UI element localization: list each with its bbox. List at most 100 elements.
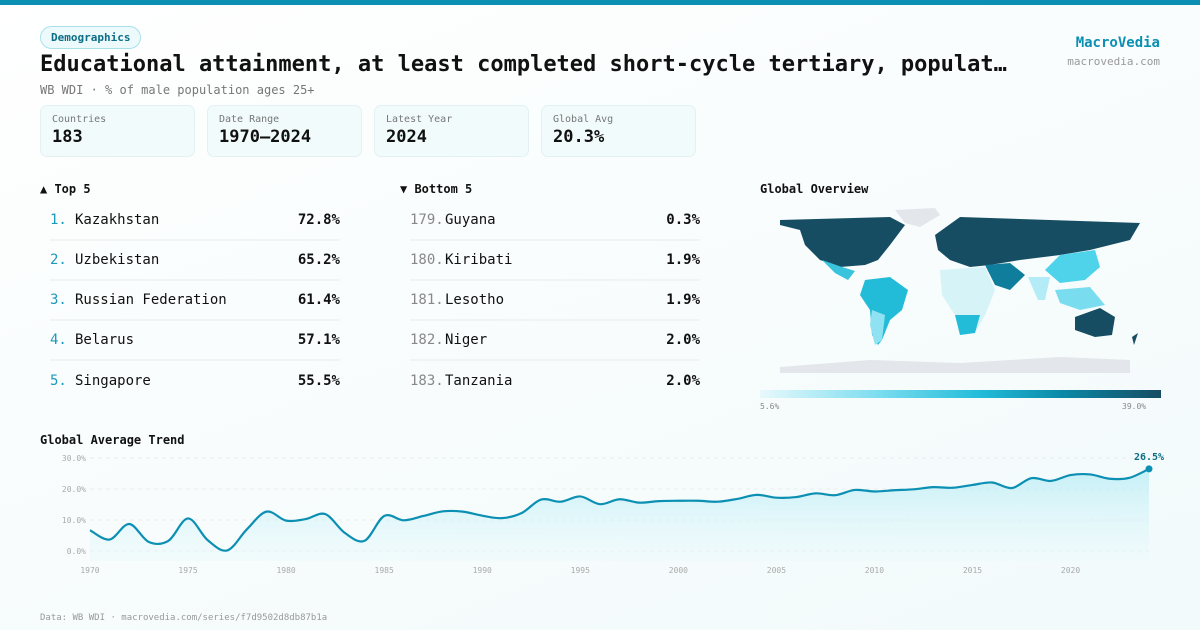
rank: 182. [410,332,444,348]
x-tick-label: 2000 [669,566,688,575]
x-tick-label: 2020 [1061,566,1080,575]
x-tick-label: 1985 [375,566,394,575]
list-item[interactable]: 183. Tanzania 2.0% [410,361,700,401]
india [1028,277,1050,300]
stat-value: 20.3% [553,127,605,147]
country-value: 2.0% [666,373,700,389]
rank: 179. [410,212,444,228]
stat-label: Global Avg [553,114,614,125]
middle-east [985,263,1025,290]
x-tick-label: 2005 [767,566,786,575]
argentina [870,310,885,345]
rank: 180. [410,252,444,268]
legend-min: 5.6% [760,402,780,411]
africa [940,267,995,335]
x-tick-label: 1975 [178,566,197,575]
x-tick-label: 1970 [80,566,99,575]
stat-value: 2024 [386,127,427,147]
country-value: 1.9% [666,252,700,268]
y-tick-label: 30.0% [62,454,86,463]
list-item[interactable]: 3. Russian Federation 61.4% [50,281,340,321]
china [1045,250,1100,283]
country-value: 2.0% [666,332,700,348]
north-america [780,217,905,267]
stat-label: Date Range [219,114,280,125]
australia [1075,308,1115,337]
rank: 181. [410,292,444,308]
list-item[interactable]: 5. Singapore 55.5% [50,361,340,401]
rank: 1. [50,212,67,228]
stat-label: Countries [52,114,107,125]
data-point [1145,465,1153,473]
southern-africa [955,315,980,335]
x-tick-label: 2015 [963,566,982,575]
list-item[interactable]: 181. Lesotho 1.9% [410,281,700,321]
stat-value: 1970–2024 [219,127,312,147]
rank: 4. [50,332,67,348]
brand-url[interactable]: macrovedia.com [1067,55,1160,68]
antarctica [780,357,1130,373]
country-name: Guyana [445,212,496,228]
country-value: 57.1% [297,332,340,348]
mexico [822,260,855,280]
bottom5-heading: ▼ Bottom 5 [400,182,473,196]
top5-heading: ▲ Top 5 [40,182,91,196]
x-tick-label: 1995 [571,566,590,575]
brand: MacroVedia macrovedia.com [1067,35,1160,68]
category-tag[interactable]: Demographics [40,26,142,49]
stat-card-global-avg: Global Avg 20.3% [541,105,696,157]
rank: 183. [410,373,444,389]
list-item[interactable]: 4. Belarus 57.1% [50,321,340,361]
south-america [860,277,908,345]
new-zealand [1132,333,1138,345]
country-value: 72.8% [297,212,340,228]
footer-source: Data: WB WDI · macrovedia.com/series/f7d… [40,613,328,623]
page-subtitle: WB WDI · % of male population ages 25+ [40,83,315,97]
stat-card-countries: Countries 183 [40,105,195,157]
rank: 3. [50,292,67,308]
map-color-legend [760,390,1161,398]
list-item[interactable]: 179. Guyana 0.3% [410,201,700,241]
stat-value: 183 [52,127,83,147]
country-value: 65.2% [297,252,340,268]
country-value: 1.9% [666,292,700,308]
country-value: 0.3% [666,212,700,228]
map-heading: Global Overview [760,182,869,196]
x-tick-label: 2010 [865,566,884,575]
country-value: 61.4% [297,292,340,308]
y-tick-label: 10.0% [62,516,86,525]
list-item[interactable]: 180. Kiribati 1.9% [410,241,700,281]
list-item[interactable]: 1. Kazakhstan 72.8% [50,201,340,241]
rank: 2. [50,252,67,268]
country-name: Russian Federation [75,292,227,308]
y-tick-label: 20.0% [62,485,86,494]
country-name: Kiribati [445,252,513,268]
country-value: 55.5% [297,373,340,389]
stat-card-latest-year: Latest Year 2024 [374,105,529,157]
list-item[interactable]: 182. Niger 2.0% [410,321,700,361]
country-name: Uzbekistan [75,252,160,268]
trend-chart: 0.0% 10.0% 20.0% 30.0% 1970 1975 1980 1985 1990 1… [62,452,1164,575]
country-name: Singapore [75,373,151,389]
last-value-label: 26.5% [1134,452,1164,463]
europe-russia [935,217,1140,267]
trend-heading: Global Average Trend [40,433,185,447]
country-name: Kazakhstan [75,212,160,228]
country-name: Belarus [75,332,135,348]
top-accent-bar [0,0,1200,5]
page-title: Educational attainment, at least complet… [40,52,1007,77]
country-name: Tanzania [445,373,513,389]
x-tick-label: 1980 [276,566,295,575]
world-map[interactable] [760,205,1160,380]
rank: 5. [50,373,67,389]
country-name: Lesotho [445,292,505,308]
greenland [895,208,940,227]
stat-card-date-range: Date Range 1970–2024 [207,105,362,157]
se-asia [1055,287,1105,310]
top5-list: 1. Kazakhstan 72.8% 2. Uzbekistan 65.2% 3. Russ… [50,201,340,401]
stat-label: Latest Year [386,114,453,125]
x-tick-label: 1990 [473,566,492,575]
legend-max: 39.0% [1122,402,1147,411]
brand-name[interactable]: MacroVedia [1075,35,1160,51]
list-item[interactable]: 2. Uzbekistan 65.2% [50,241,340,281]
